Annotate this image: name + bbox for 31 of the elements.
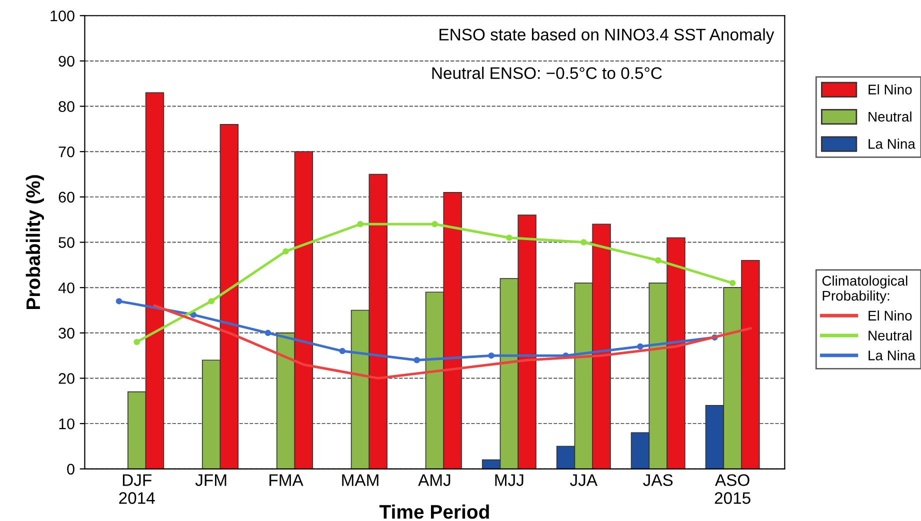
y-tick-label: 20: [58, 373, 74, 384]
y-tick-label: 0: [67, 464, 74, 475]
legend-label: La Nina: [868, 138, 916, 149]
x-tick-label: FMA: [270, 474, 304, 486]
legend-label: La Nina: [868, 350, 916, 360]
x-tick-label: ASO 2015: [714, 474, 750, 504]
y-tick-label: 40: [58, 282, 74, 294]
y-tick-label: 30: [58, 328, 74, 339]
x-axis-title: Time Period: [379, 504, 489, 519]
annotation: ENSO state based on NINO3.4 SST Anomaly: [440, 28, 774, 44]
legend-label: Neutral: [868, 330, 912, 340]
legend-label: Neutral: [868, 111, 912, 122]
x-tick-label: MJJ: [495, 474, 524, 486]
legend-label: El Nino: [868, 84, 912, 94]
y-tick-label: 80: [58, 101, 74, 112]
x-tick-label: JFM: [195, 474, 226, 486]
y-tick-label: 10: [59, 418, 74, 430]
x-tick-label: DJF 2014: [119, 474, 155, 504]
legend-title: Climatological Probability:: [822, 276, 908, 304]
legend-label: El Nino: [868, 310, 912, 321]
x-tick-label: AMJ: [418, 474, 450, 486]
y-tick-label: 70: [58, 146, 74, 158]
y-tick-label: 100: [50, 10, 74, 22]
x-tick-label: MAM: [342, 474, 378, 486]
y-tick-label: 50: [58, 237, 74, 248]
y-tick-label: 60: [58, 192, 74, 203]
x-tick-label: JJA: [570, 474, 598, 486]
y-axis-title: Probability (%): [26, 175, 44, 310]
y-tick-label: 90: [58, 56, 74, 67]
annotation: Neutral ENSO: −0.5°C to 0.5°C: [432, 66, 662, 80]
x-tick-label: JAS: [643, 474, 673, 486]
